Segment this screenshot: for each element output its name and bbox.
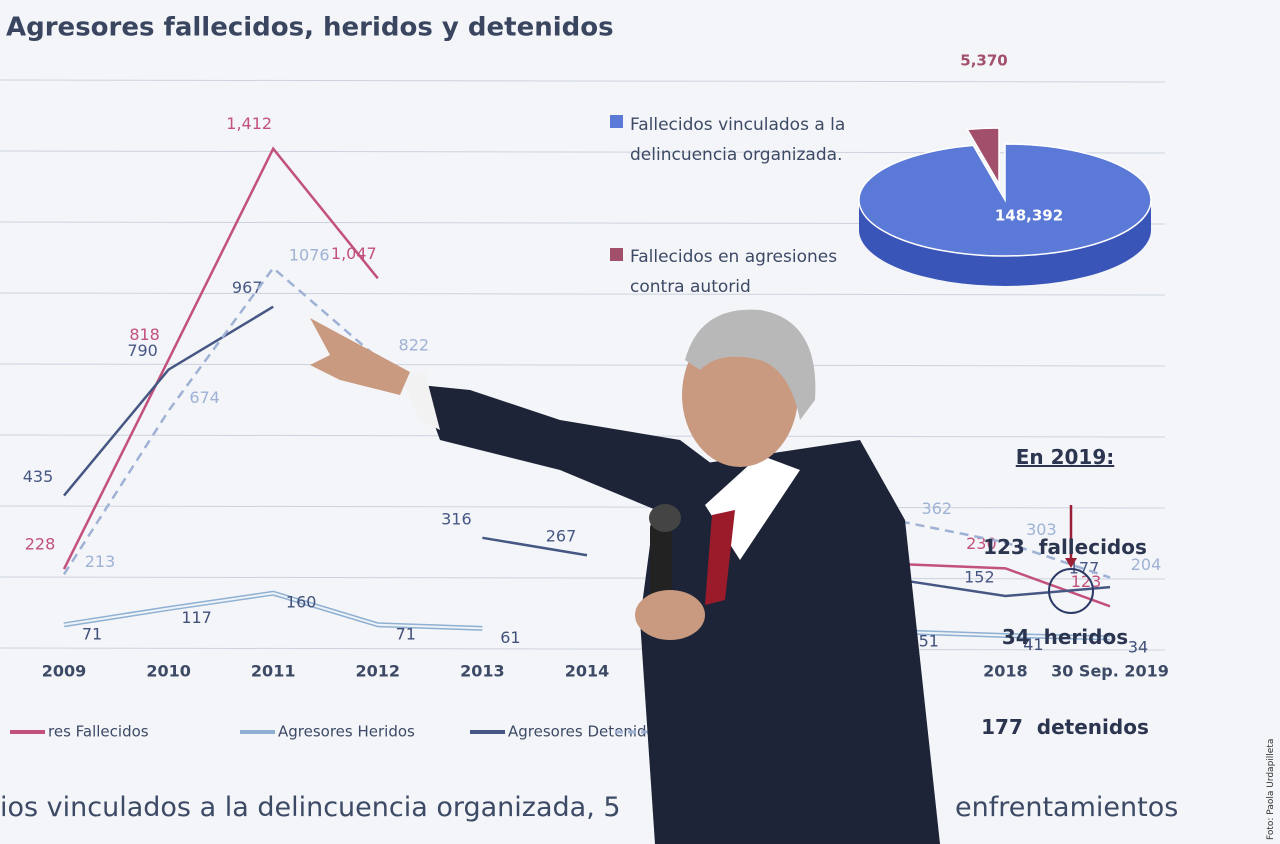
series-line <box>63 592 1111 639</box>
pie-slice <box>965 127 1000 187</box>
footer-text: ios vinculados a la delincuencia organiz… <box>0 792 621 823</box>
legend-swatch <box>610 115 623 128</box>
callout-arrowhead <box>1065 558 1077 568</box>
data-label: 123 <box>1071 572 1102 591</box>
x-tick-label: 2014 <box>565 662 610 681</box>
data-label: 1,047 <box>331 244 377 263</box>
grid-line <box>0 292 1166 296</box>
data-label: 267 <box>546 527 577 546</box>
legend-label: Agresores Heridos <box>278 723 415 741</box>
data-label: 34 <box>1128 637 1148 656</box>
pie-slice <box>858 143 1152 257</box>
x-tick-label: 2018 <box>983 662 1028 681</box>
data-label: 117 <box>181 608 212 627</box>
data-label: 71 <box>82 624 102 643</box>
callout-line: 34 heridos <box>1001 625 1129 649</box>
data-label: 61 <box>500 628 520 647</box>
data-label: 790 <box>127 341 158 360</box>
data-label: 822 <box>399 336 430 355</box>
data-label: 362 <box>922 499 953 518</box>
x-tick-label: 2013 <box>460 662 505 681</box>
callout: En 2019: 123 fallecidos 34 heridos 177 d… <box>960 382 1170 772</box>
data-label: 213 <box>85 552 116 571</box>
data-label: 303 <box>1026 520 1057 539</box>
legend-swatch <box>610 248 623 261</box>
presenter <box>310 309 940 844</box>
data-label: 674 <box>189 388 220 407</box>
pie-legend-label: Fallecidos vinculados a la delincuencia … <box>630 115 846 165</box>
grid-line <box>0 647 1166 651</box>
grid-line <box>0 505 1166 509</box>
data-label: 177 <box>1069 559 1100 578</box>
data-label: 230 <box>966 534 997 553</box>
pie-value-label: 5,370 <box>960 52 1007 70</box>
callout-line: 123 fallecidos <box>983 535 1147 559</box>
data-label: 204 <box>1131 555 1162 574</box>
data-label: 71 <box>396 624 416 643</box>
grid-line <box>0 79 1166 83</box>
x-tick-label: 2009 <box>42 662 87 681</box>
data-label: 1076 <box>289 246 330 265</box>
data-label: 152 <box>964 568 995 587</box>
data-label: 160 <box>286 593 317 612</box>
x-tick-label: 2012 <box>356 662 401 681</box>
x-tick-label: 2011 <box>251 662 296 681</box>
data-label: 1,412 <box>226 114 272 133</box>
chart-title: Agresores fallecidos, heridos y detenido… <box>6 13 614 43</box>
photo-credit: Foto: Paola Urdapilleta <box>1266 738 1276 840</box>
series-line <box>62 146 1111 608</box>
callout-circle <box>1048 568 1094 614</box>
data-label: 51 <box>919 631 939 650</box>
x-tick-label: 2010 <box>146 662 191 681</box>
callout-title: En 2019: <box>1015 445 1115 469</box>
series-line <box>63 305 1111 598</box>
callout-line: 177 detenidos <box>981 715 1149 739</box>
data-label: 818 <box>129 325 160 344</box>
data-label: 435 <box>23 467 54 486</box>
x-tick-label: 30 Sep. 2019 <box>1051 662 1169 681</box>
series-line <box>62 266 1111 579</box>
pie-value-label: 148,392 <box>995 207 1063 225</box>
footer-text: enfrentamientos <box>955 792 1179 823</box>
grid-line <box>0 576 1166 580</box>
grid-line <box>0 363 1166 367</box>
data-label: 967 <box>232 278 263 297</box>
legend-label: res Fallecidos <box>48 723 149 741</box>
data-label: 316 <box>441 509 472 528</box>
data-label: 41 <box>1023 635 1043 654</box>
legend-label: Agresores Detenidos <box>508 723 664 741</box>
data-label: 228 <box>25 535 56 554</box>
pie-legend-label: Fallecidos en agresiones contra autorid <box>630 247 838 297</box>
